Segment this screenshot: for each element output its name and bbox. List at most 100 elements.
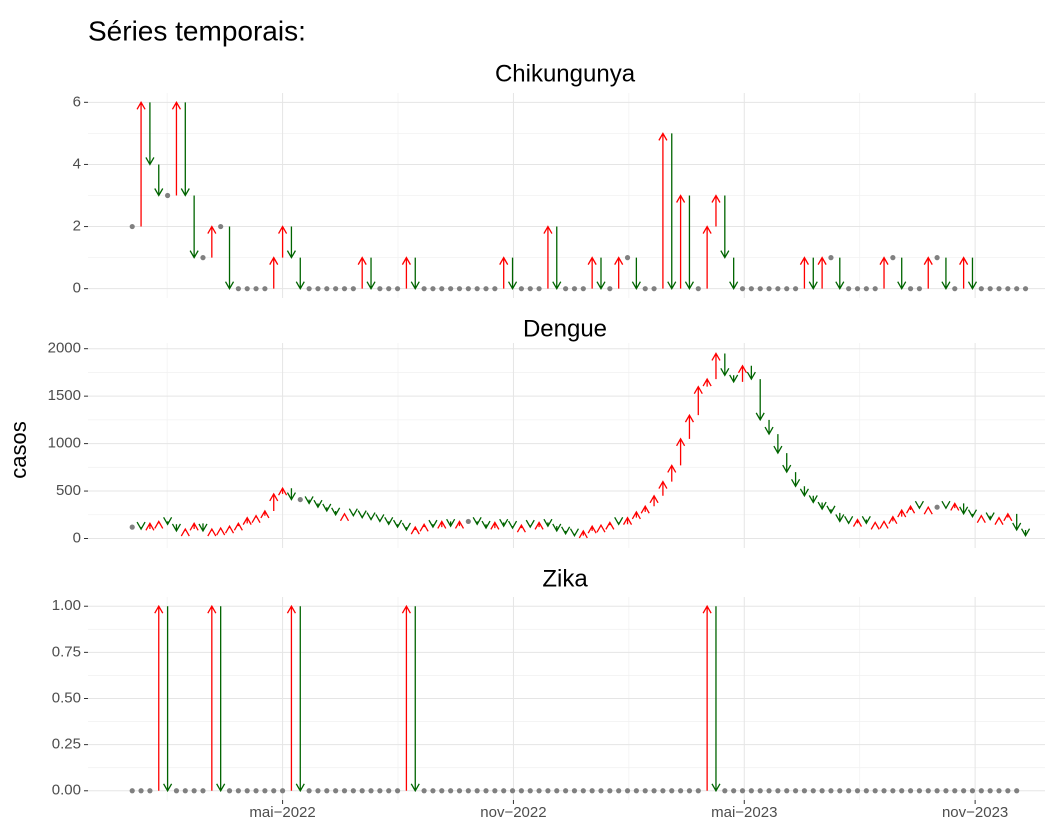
point (907, 286, 914, 292)
point (925, 788, 931, 794)
y-tick-label: 500 (56, 482, 81, 499)
change-arrow (490, 521, 500, 530)
change-arrow (154, 520, 164, 529)
point (987, 788, 993, 794)
change-arrow (729, 257, 739, 290)
point (863, 788, 869, 794)
point (563, 788, 569, 794)
change-arrow (870, 521, 880, 530)
point (934, 788, 940, 794)
change-arrow (817, 256, 827, 289)
change-arrow (393, 519, 403, 529)
change-arrow (348, 508, 358, 518)
change-arrow (269, 256, 279, 289)
page-title: Séries temporais: (88, 15, 306, 46)
change-arrow (260, 509, 270, 519)
x-tick-label: mai−2023 (711, 804, 777, 821)
point (173, 788, 180, 794)
point (846, 788, 852, 794)
point (333, 286, 339, 292)
point (253, 286, 259, 292)
point (439, 788, 445, 794)
point (430, 286, 436, 292)
point (509, 788, 516, 794)
point (846, 286, 852, 292)
change-arrow (313, 499, 323, 509)
point (722, 788, 728, 794)
point (934, 504, 940, 510)
point (554, 788, 560, 794)
change-arrow (189, 522, 199, 531)
change-arrow (216, 526, 226, 536)
change-arrow (401, 604, 411, 791)
point (421, 286, 427, 292)
point (907, 788, 914, 794)
change-arrow (897, 257, 907, 290)
point (828, 255, 834, 261)
change-arrow (446, 518, 456, 528)
change-arrow (269, 492, 279, 511)
change-arrow (702, 604, 712, 791)
point (952, 788, 958, 794)
y-tick-label: 1500 (48, 387, 81, 404)
change-arrow (844, 516, 854, 525)
point (828, 788, 834, 794)
panel-title: Zika (542, 565, 588, 592)
change-arrow (233, 522, 243, 531)
point (854, 788, 861, 794)
change-arrow (322, 503, 332, 513)
point (916, 788, 923, 794)
x-tick-label: nov−2023 (942, 804, 1008, 821)
change-arrow (959, 256, 969, 289)
change-arrow (631, 510, 641, 520)
change-arrow (729, 374, 739, 384)
y-tick-label: 0.75 (52, 643, 81, 660)
y-tick-label: 0 (73, 280, 81, 297)
point (695, 788, 701, 794)
point (642, 788, 648, 794)
change-arrow (985, 512, 995, 521)
point (792, 788, 799, 794)
point (695, 286, 701, 292)
point (271, 788, 277, 794)
point (235, 286, 241, 292)
point (492, 286, 498, 292)
change-arrow (835, 257, 845, 290)
change-arrow (897, 508, 907, 518)
change-arrow (251, 514, 261, 524)
change-arrow (702, 225, 712, 289)
point (350, 788, 356, 794)
y-tick-label: 2 (73, 218, 81, 235)
y-tick-label: 1.00 (52, 597, 81, 614)
point (1014, 788, 1020, 794)
change-arrow (693, 385, 703, 416)
change-arrow (676, 437, 686, 466)
change-arrow (410, 606, 420, 793)
point (244, 788, 250, 794)
y-tick-label: 4 (73, 155, 81, 172)
point (580, 788, 586, 794)
change-arrow (605, 521, 615, 530)
change-arrow (614, 256, 624, 289)
point (571, 788, 578, 794)
change-arrow (879, 520, 889, 529)
point (872, 788, 878, 794)
change-arrow (154, 164, 164, 197)
point (341, 286, 348, 292)
point (474, 788, 480, 794)
point (775, 788, 781, 794)
point (465, 518, 471, 525)
point (916, 286, 923, 292)
point (306, 788, 312, 794)
change-arrow (905, 504, 916, 514)
point (881, 788, 887, 794)
change-arrow (375, 514, 385, 523)
change-arrow (180, 102, 190, 197)
point (448, 788, 454, 794)
change-arrow (684, 413, 695, 439)
change-arrow (339, 512, 350, 522)
point (324, 286, 330, 292)
change-arrow (596, 257, 606, 290)
change-arrow (587, 256, 597, 289)
change-arrow (384, 516, 394, 526)
